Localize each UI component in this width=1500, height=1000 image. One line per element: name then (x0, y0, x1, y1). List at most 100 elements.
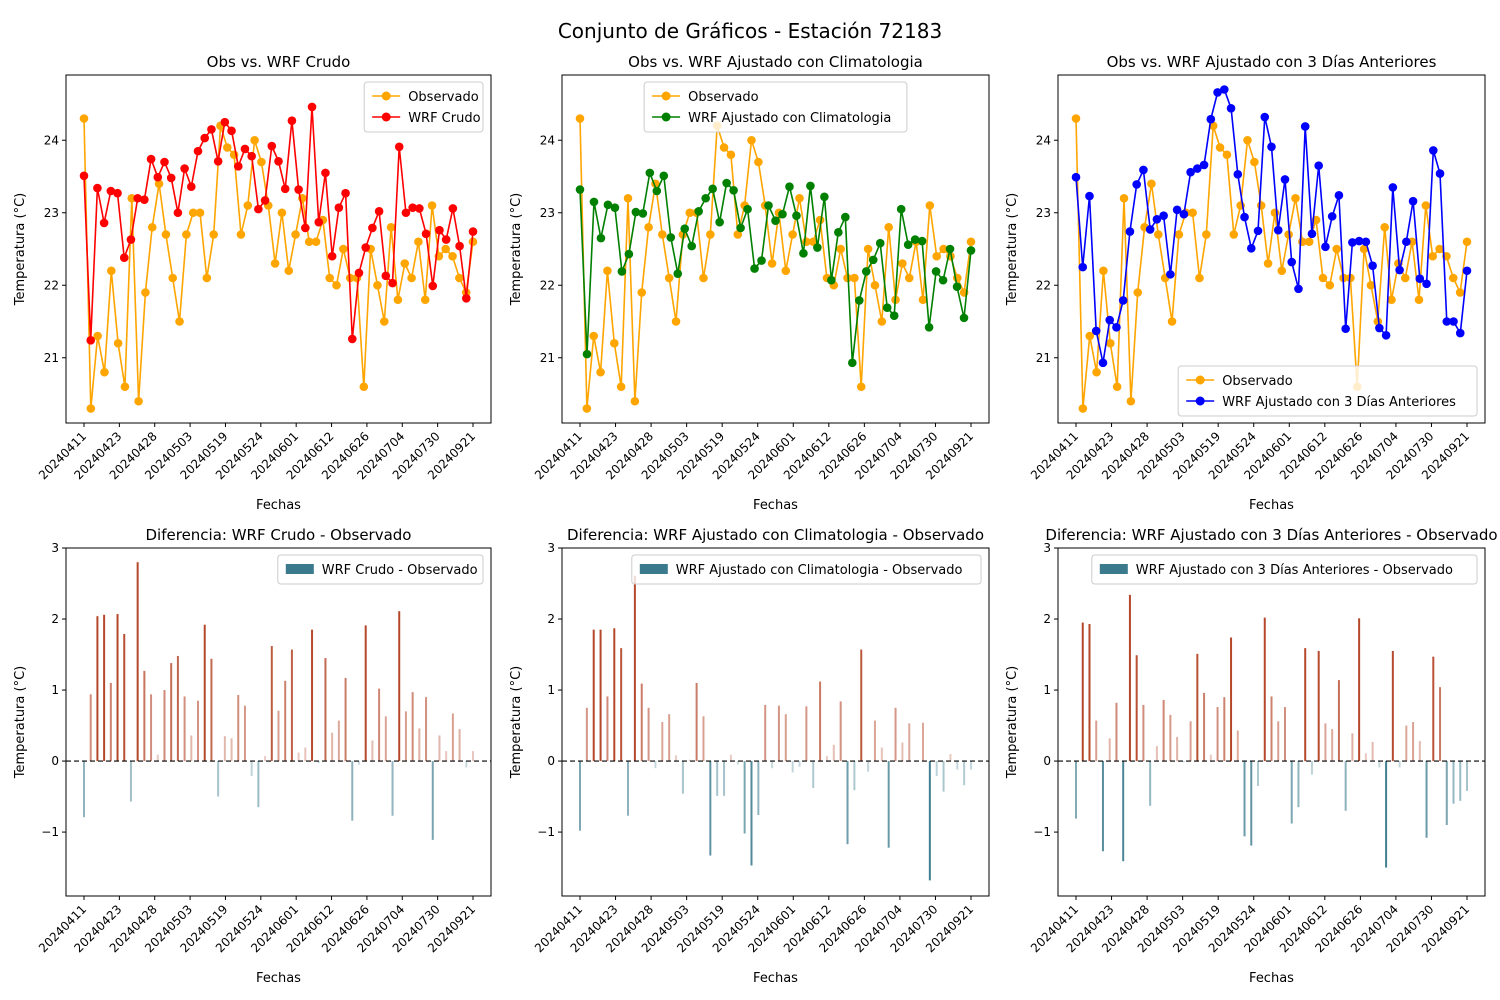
data-point (1071, 114, 1081, 123)
data-bar (1317, 650, 1320, 762)
legend-marker (1195, 375, 1205, 385)
y-axis-label: Temperatura (°C) (509, 193, 524, 306)
data-point (388, 278, 397, 288)
data-bar (757, 761, 760, 816)
panels: 2122232420240411202404232024042820240503… (13, 53, 1498, 986)
data-point (1199, 160, 1209, 170)
data-point (1402, 237, 1411, 247)
data-bar (784, 714, 787, 762)
data-point (347, 334, 357, 344)
data-point (624, 249, 634, 259)
data-bar (364, 625, 367, 762)
series-line (579, 118, 972, 409)
data-point (93, 331, 102, 341)
data-point (79, 171, 89, 181)
data-point (694, 207, 703, 216)
data-point (153, 172, 163, 182)
data-point (596, 367, 605, 377)
data-point (1078, 262, 1088, 272)
data-point (685, 208, 695, 218)
data-bar (839, 701, 842, 762)
data-point (966, 237, 976, 247)
data-bar (324, 658, 327, 762)
data-bar (1149, 761, 1152, 806)
data-point (1222, 150, 1232, 160)
data-point (1435, 169, 1445, 178)
y-tick-label: 1 (51, 683, 59, 697)
data-point (687, 241, 697, 251)
data-point (146, 154, 156, 164)
data-point (1195, 273, 1204, 283)
data-point (233, 162, 243, 171)
data-bar (894, 707, 897, 762)
data-point (1132, 180, 1141, 189)
data-point (1462, 266, 1472, 276)
data-point (631, 207, 641, 217)
data-bar (1324, 723, 1327, 762)
data-point (1208, 121, 1218, 131)
data-point (327, 251, 337, 261)
data-point (1448, 273, 1458, 283)
data-point (1388, 183, 1398, 192)
data-point (274, 156, 283, 166)
data-point (394, 142, 404, 152)
data-bar (873, 720, 876, 762)
data-point (187, 182, 196, 191)
data-point (904, 273, 914, 283)
data-point (1202, 230, 1211, 239)
data-point (910, 235, 920, 244)
data-point (213, 156, 223, 166)
legend-patch (285, 564, 314, 574)
figure-title: Conjunto de Gráficos - Estación 72183 (558, 19, 942, 43)
data-bar (1101, 761, 1104, 852)
data-point (1421, 201, 1431, 210)
data-bar (853, 761, 856, 791)
y-tick-label: 2 (51, 612, 59, 626)
data-point (792, 211, 801, 220)
data-point (644, 222, 653, 232)
data-bar (83, 761, 85, 818)
data-bar (1459, 761, 1462, 801)
data-point (1133, 288, 1143, 297)
data-bar (378, 688, 381, 762)
panel-title: Diferencia: WRF Ajustado con 3 Días Ante… (1045, 526, 1497, 544)
data-point (1126, 396, 1136, 406)
data-point (1186, 167, 1195, 177)
data-point (1455, 328, 1465, 338)
data-point (126, 235, 136, 244)
data-bar (1391, 650, 1394, 762)
legend: Observado WRF Ajustado con Climatologia (643, 81, 908, 133)
data-bar (217, 761, 220, 797)
data-point (645, 168, 655, 178)
data-bar (1250, 761, 1253, 846)
data-point (99, 218, 109, 228)
legend-marker (661, 112, 671, 122)
data-bar (709, 761, 712, 856)
panel-title: Obs vs. WRF Crudo (207, 53, 351, 71)
data-bar (963, 761, 966, 786)
data-point (407, 273, 416, 283)
data-point (1078, 404, 1088, 413)
data-bar (812, 761, 815, 789)
data-bar (777, 705, 780, 762)
data-bar (284, 680, 287, 762)
y-tick-label: −1 (537, 825, 555, 839)
data-point (1246, 243, 1256, 253)
data-bar (418, 728, 421, 762)
data-bar (203, 624, 206, 762)
data-point (630, 396, 640, 406)
data-point (1387, 295, 1396, 305)
panel-title: Obs vs. WRF Ajustado con Climatologia (628, 53, 923, 71)
data-bar (613, 628, 616, 762)
y-tick-label: 23 (44, 206, 59, 220)
data-point (1105, 315, 1115, 325)
data-point (334, 203, 344, 212)
y-tick-label: −1 (41, 825, 59, 839)
data-point (1408, 196, 1418, 206)
data-bar (956, 761, 959, 770)
data-point (1314, 161, 1323, 170)
data-point (1172, 205, 1182, 215)
data-point (1139, 165, 1148, 175)
data-point (140, 195, 149, 204)
data-bar (1169, 714, 1172, 762)
